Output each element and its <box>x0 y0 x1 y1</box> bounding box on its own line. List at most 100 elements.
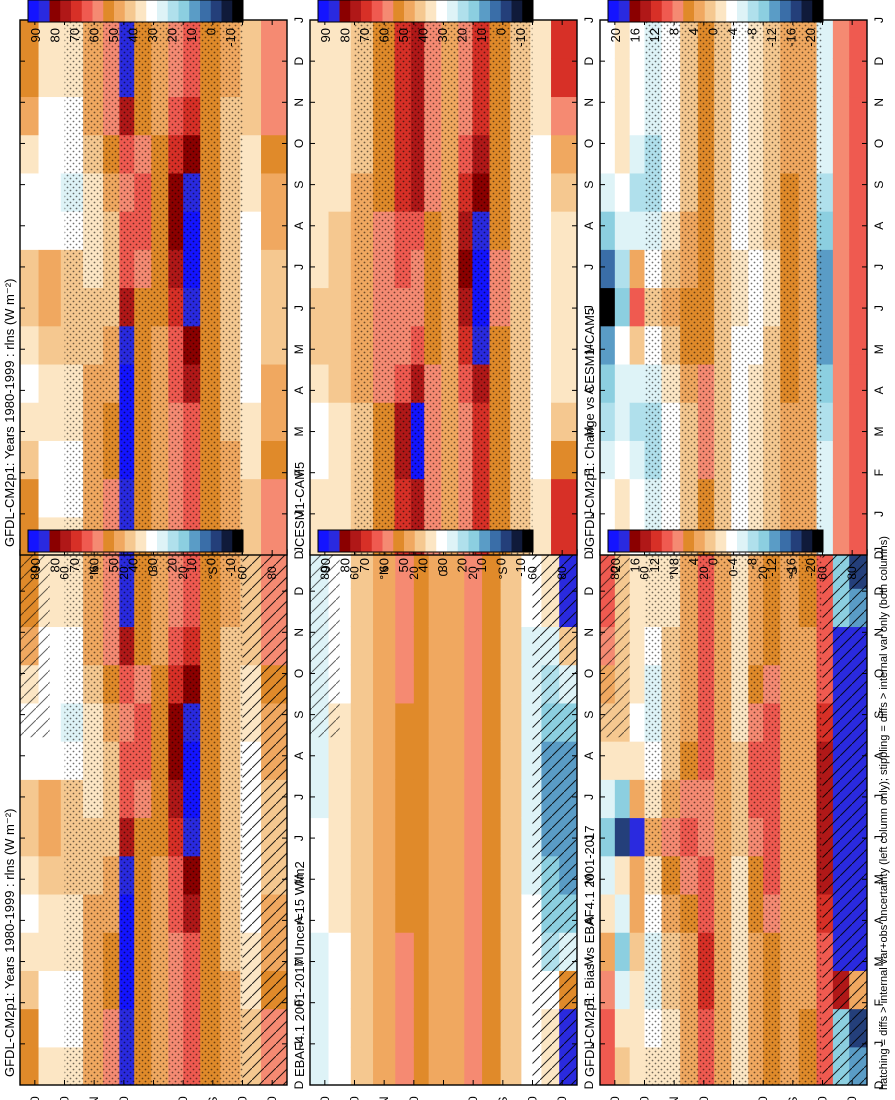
heatmap-cell <box>310 287 330 327</box>
lat-tick-label: 80 <box>265 566 279 580</box>
heatmap-cell <box>464 588 483 628</box>
heatmap-cell <box>500 664 522 704</box>
colorbar-swatch <box>371 0 383 22</box>
heatmap-cell <box>328 58 352 98</box>
lat-tick-label: 80 <box>555 1096 569 1100</box>
colorbar-label: -10 <box>513 558 528 577</box>
heatmap-cell <box>395 664 415 704</box>
heatmap-cell <box>38 478 62 518</box>
heatmap-cell <box>413 626 430 666</box>
lat-tick-label: 60 <box>816 1096 830 1100</box>
heatmap-cell <box>38 817 62 857</box>
heatmap-cell <box>428 970 447 1010</box>
heatmap-cell <box>600 96 616 136</box>
heatmap-cell <box>614 855 631 895</box>
heatmap-cell <box>261 20 287 59</box>
lat-tick-label: 20 <box>176 566 190 580</box>
colorbar-label: 0 <box>706 28 721 35</box>
heatmap-cell <box>328 440 352 480</box>
heatmap-cell <box>428 588 447 628</box>
heatmap-cell <box>395 1008 415 1048</box>
heatmap-cell <box>832 325 850 365</box>
colorbar-swatch <box>490 530 502 552</box>
month-tick-label: J <box>292 511 306 517</box>
heatmap-cell <box>482 779 502 819</box>
panel-title: GFDL-CM2p1: Change vs CESM1-CAM5 <box>582 308 597 547</box>
heatmap-cell <box>832 249 850 289</box>
heatmap-cell <box>261 58 287 98</box>
colorbar-swatch <box>790 530 802 552</box>
colorbar: 90 80 70 60 50 40 30 20 10 0 -10 <box>27 0 244 47</box>
hatching-overlay <box>822 550 867 1085</box>
colorbar-label: 20 <box>455 558 470 572</box>
colorbar-swatch <box>318 0 330 22</box>
month-tick-label: M <box>292 427 306 437</box>
colorbar-swatch <box>339 0 351 22</box>
heatmap-cell <box>395 932 415 971</box>
heatmap-cell <box>428 817 447 857</box>
colorbar-swatch <box>114 530 126 552</box>
heatmap-cell <box>20 817 40 857</box>
heatmap-cell <box>551 478 577 518</box>
colorbar-swatch <box>28 530 40 552</box>
heatmap-cell <box>20 741 40 780</box>
heatmap-cell <box>614 893 631 933</box>
lat-tick-label: °N <box>377 566 391 579</box>
heatmap-cell <box>482 817 502 857</box>
colorbar-swatch <box>167 530 179 552</box>
heatmap-cell <box>832 363 850 403</box>
month-tick-label: M <box>292 344 306 354</box>
colorbar-label: 8 <box>666 28 681 35</box>
heatmap-cell <box>413 1046 430 1085</box>
stippling-overlay <box>64 550 243 1085</box>
month-tick-label: J <box>582 547 596 553</box>
heatmap-cell <box>614 440 631 480</box>
heatmap-cell <box>373 588 396 628</box>
lat-tick-label: 20 <box>466 566 480 580</box>
heatmap-cell <box>551 58 577 98</box>
heatmap-cell <box>445 702 465 742</box>
lat-tick-label: 60 <box>638 566 652 580</box>
heatmap-cell <box>240 363 262 403</box>
heatmap-cell <box>551 249 577 289</box>
colorbar-swatch <box>200 530 212 552</box>
heatmap-cell <box>328 741 352 780</box>
colorbar-swatch <box>500 530 512 552</box>
heatmap-cell <box>395 970 415 1010</box>
heatmap-cell <box>464 702 483 742</box>
month-tick-label: J <box>292 794 306 800</box>
heatmap-cell <box>413 550 430 589</box>
heatmap-cell <box>629 478 646 518</box>
heatmap-field <box>20 550 287 1085</box>
heatmap-cell <box>310 325 330 365</box>
heatmap-cell <box>629 855 646 895</box>
heatmap-cell <box>500 779 522 819</box>
heatmap-cell <box>629 779 646 819</box>
heatmap-cell <box>600 970 616 1010</box>
colorbar-swatch <box>361 0 373 22</box>
heatmap-cell <box>629 741 646 780</box>
month-tick-label: J <box>292 835 306 841</box>
month-tick-label: M <box>872 344 886 354</box>
colorbar-swatch <box>661 0 673 22</box>
colorbar-swatch <box>38 0 50 22</box>
panel-right-bot: 80 60 °N 20 0 20 °S 60 80DJFMAMJJASONDJGFDL-CM2p… <box>582 17 886 580</box>
heatmap-cell <box>600 402 616 441</box>
colorbar-label: 0 <box>706 558 721 565</box>
colorbar-swatch <box>404 530 416 552</box>
heatmap-cell <box>629 702 646 742</box>
heatmap-cell <box>551 20 577 59</box>
month-tick-label: J <box>582 835 596 841</box>
lat-tick-label: 20 <box>697 1096 711 1100</box>
colorbar-swatch <box>769 530 781 552</box>
colorbar-label: 16 <box>627 558 642 572</box>
heatmap-cell <box>310 20 330 59</box>
heatmap-cell <box>20 58 40 98</box>
colorbar-swatch <box>318 530 330 552</box>
lat-tick-label: 60 <box>816 566 830 580</box>
month-tick-label: A <box>292 752 306 760</box>
heatmap-cell <box>445 1046 465 1085</box>
heatmap-cell <box>600 779 616 819</box>
colorbar-label: 50 <box>106 28 121 42</box>
